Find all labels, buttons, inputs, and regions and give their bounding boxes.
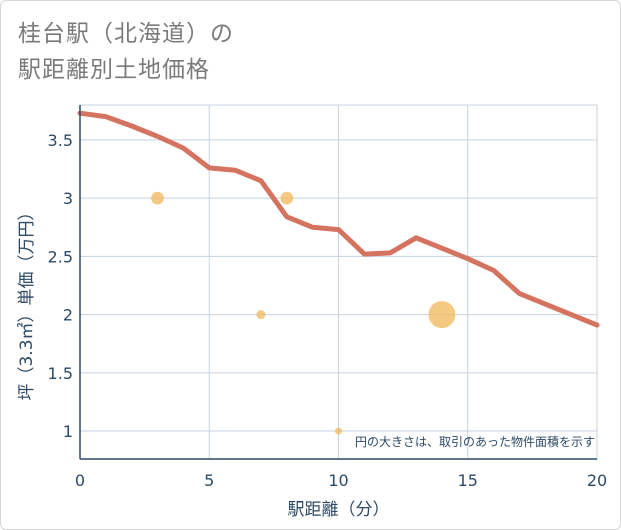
y-tick-label: 1.5 bbox=[48, 364, 73, 383]
scatter-series bbox=[151, 191, 456, 435]
chart-title: 桂台駅（北海道）の 駅距離別土地価格 bbox=[18, 16, 234, 88]
scatter-point bbox=[256, 310, 266, 320]
y-tick-label: 1 bbox=[63, 422, 73, 441]
scatter-point bbox=[428, 301, 456, 329]
axis-labels: 0 5 10 15 20 1 1.5 2 2.5 3 3.5 円の大きさは、取引のあった物件面積を示す… bbox=[17, 131, 607, 520]
title-line-2: 駅距離別土地価格 bbox=[18, 57, 210, 83]
scatter-point bbox=[335, 427, 342, 435]
y-axis-label: 坪（3.3㎡）単価（万円） bbox=[17, 203, 37, 400]
line-series bbox=[77, 110, 600, 328]
y-tick-label: 3 bbox=[63, 189, 73, 208]
scatter-point bbox=[151, 191, 164, 205]
x-tick-label: 20 bbox=[587, 471, 607, 490]
axes bbox=[79, 105, 597, 460]
title-line-1: 桂台駅（北海道）の bbox=[18, 21, 234, 47]
x-tick-label: 15 bbox=[458, 471, 478, 490]
size-note: 円の大きさは、取引のあった物件面積を示す bbox=[355, 434, 595, 449]
y-tick-label: 2 bbox=[63, 306, 73, 325]
x-tick-label: 10 bbox=[328, 471, 348, 490]
y-tick-label: 2.5 bbox=[48, 247, 73, 266]
scatter-point bbox=[280, 191, 294, 205]
x-tick-label: 5 bbox=[204, 471, 214, 490]
x-axis-label: 駅距離（分） bbox=[288, 500, 390, 520]
grid-lines bbox=[80, 105, 598, 459]
y-tick-label: 3.5 bbox=[48, 131, 73, 150]
x-tick-label: 0 bbox=[75, 471, 85, 490]
